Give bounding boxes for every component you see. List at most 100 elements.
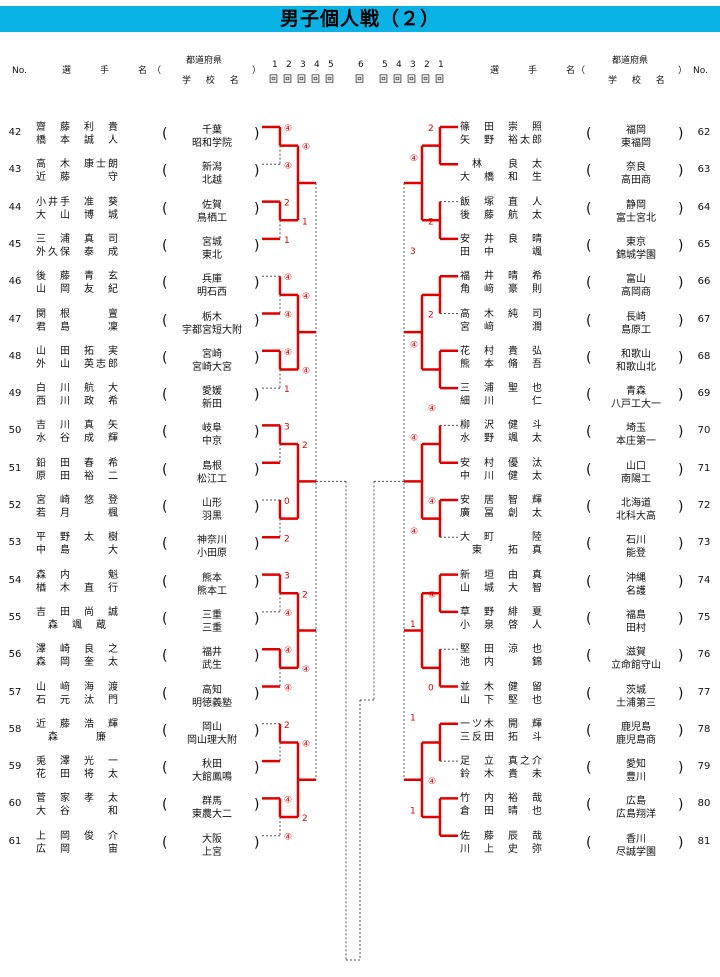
- round-number-right: 1: [438, 60, 444, 70]
- paren-open: (: [162, 573, 168, 590]
- score-label: ④: [284, 348, 292, 358]
- paren-close: ): [678, 237, 684, 254]
- player-name: 後 藤 青 玄: [36, 271, 120, 283]
- score-label: 1: [284, 385, 290, 395]
- school-name: 尽誠学園: [616, 846, 656, 858]
- paren-close: ): [678, 760, 684, 777]
- paren-close: ): [254, 200, 260, 217]
- player-name: 兎 澤 光 一: [36, 756, 120, 768]
- paren-close: ): [678, 126, 684, 142]
- title-bar: [0, 6, 720, 32]
- school-name: 田村: [626, 622, 646, 634]
- player-name: 草 野 緋 夏: [460, 606, 544, 618]
- school-name: 東北: [202, 249, 222, 261]
- player-name: 大 町 陸: [460, 532, 544, 544]
- paren-close: ): [254, 349, 260, 366]
- round-box-right: 回: [435, 75, 445, 85]
- header-school-right: 学 校 名: [608, 76, 671, 86]
- prefecture: 兵庫: [202, 274, 222, 286]
- player-name: 角 﨑 豪 則: [460, 284, 544, 296]
- header-paren-open-left: （: [152, 66, 162, 76]
- paren-open: (: [162, 126, 168, 142]
- paren-close: ): [678, 797, 684, 814]
- round-box-left: 回: [311, 75, 321, 85]
- entry-number: 77: [697, 686, 711, 698]
- score-label: 0: [428, 684, 434, 694]
- entry-number: 48: [8, 350, 22, 362]
- player-name: 東 拓 真: [460, 545, 544, 557]
- player-name: 森 岡 奎 太: [36, 657, 120, 669]
- player-name: 近 藤 浩 輝: [36, 718, 120, 730]
- score-label: 0: [284, 497, 290, 507]
- entry-number: 61: [8, 835, 22, 847]
- score-label: 1: [410, 807, 416, 817]
- paren-open: (: [586, 424, 592, 441]
- paren-close: ): [678, 312, 684, 329]
- paren-open: (: [162, 237, 168, 254]
- prefecture: 東京: [626, 236, 646, 248]
- player-name: 近 藤 守: [36, 172, 120, 184]
- paren-close: ): [254, 163, 260, 180]
- entry-number: 52: [8, 500, 22, 511]
- prefecture: 栃木: [202, 311, 222, 323]
- school-name: 東農大二: [192, 809, 232, 821]
- header-paren-close-left: ）: [252, 66, 262, 76]
- score-label: ④: [428, 404, 436, 414]
- header-name-right: 選 手 名: [490, 66, 586, 76]
- player-name: 広 岡 宙: [36, 843, 120, 855]
- entry-number: 80: [697, 798, 711, 810]
- round-box-right: 回: [379, 75, 389, 85]
- player-name: 熊 本 脩 吾: [460, 358, 544, 370]
- entry-number: 46: [8, 276, 22, 288]
- paren-open: (: [586, 648, 592, 665]
- school-name: 昭和学院: [192, 138, 232, 149]
- paren-open: (: [586, 387, 592, 404]
- round-number-left: 3: [300, 60, 306, 70]
- player-name: 鉛 田 春 希: [36, 457, 120, 469]
- score-label: ④: [410, 340, 418, 350]
- entry-number: 56: [8, 649, 22, 661]
- prefecture: 島根: [202, 460, 222, 472]
- entry-number: 69: [697, 388, 711, 400]
- entry-number: 67: [697, 313, 711, 325]
- school-name: 三重: [202, 622, 222, 634]
- paren-close: ): [678, 573, 684, 590]
- school-name: 熊本工: [197, 585, 227, 597]
- paren-open: (: [586, 126, 592, 142]
- prefecture: 茨城: [626, 684, 646, 696]
- score-label: 2: [428, 311, 434, 321]
- player-name: 宮 﨑 潤: [460, 321, 544, 333]
- entry-number: 44: [8, 201, 22, 213]
- score-label: ④: [284, 833, 292, 843]
- round-box-left: 回: [325, 75, 335, 85]
- score-label: ④: [302, 143, 310, 153]
- school-name: 北越: [202, 175, 222, 187]
- player-name: 後 藤 航 太: [460, 209, 544, 221]
- paren-open: (: [586, 163, 592, 180]
- entry-number: 79: [697, 761, 711, 773]
- paren-open: (: [162, 200, 168, 217]
- paren-open: (: [162, 461, 168, 478]
- player-name: 森 廉: [36, 731, 108, 743]
- score-label: ④: [284, 646, 292, 656]
- prefecture: 広島: [626, 796, 646, 808]
- prefecture: 福井: [202, 647, 222, 659]
- player-name: 倉 田 晴 也: [460, 806, 544, 818]
- paren-close: ): [254, 424, 260, 441]
- paren-close: ): [254, 610, 260, 627]
- player-name: 鈴 木 貴 未: [460, 769, 544, 781]
- prefecture: 熊本: [202, 572, 222, 584]
- player-name: 池 内 錦: [460, 657, 544, 669]
- paren-open: (: [586, 797, 592, 814]
- player-name: 森 内 魁: [36, 569, 120, 581]
- paren-close: ): [254, 797, 260, 814]
- paren-close: ): [678, 275, 684, 292]
- prefecture: 三重: [202, 609, 222, 621]
- school-name: 武生: [202, 660, 222, 672]
- paren-close: ): [254, 760, 260, 777]
- player-name: 安 井 良 晴: [460, 233, 544, 245]
- paren-close: ): [678, 536, 684, 553]
- score-label: ④: [302, 665, 310, 675]
- player-name: 竹 内 裕 哉: [460, 793, 544, 805]
- round-box-right: 回: [421, 75, 431, 85]
